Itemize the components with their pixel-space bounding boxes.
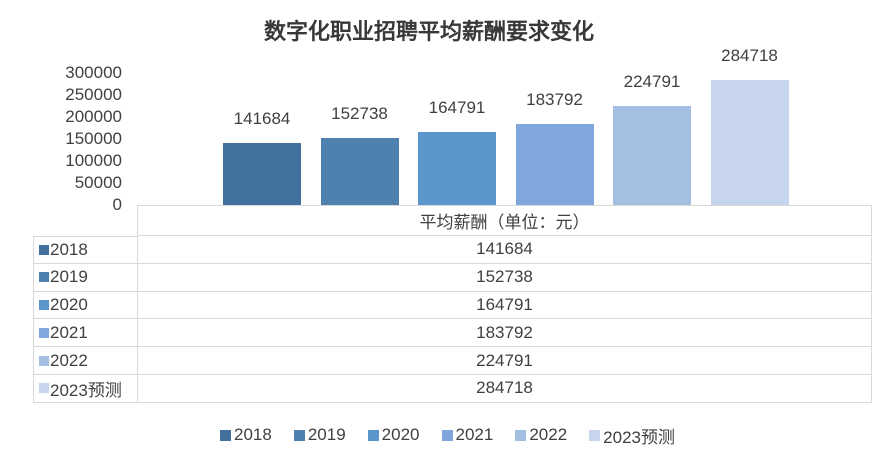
table-row-label-cell: 2020 bbox=[33, 291, 138, 320]
legend-item-label: 2021 bbox=[455, 425, 494, 444]
legend-item: 2022 bbox=[515, 425, 567, 445]
bar-2023预测 bbox=[710, 79, 789, 205]
table-row-value-cell: 183792 bbox=[138, 319, 872, 348]
table-legend-key bbox=[39, 244, 49, 255]
table-row-label: 2019 bbox=[50, 267, 88, 287]
bar-value-label: 141684 bbox=[233, 108, 291, 128]
legend-item-label: 2022 bbox=[529, 425, 568, 444]
table-row-value-cell: 224791 bbox=[138, 347, 872, 375]
legend-item: 2023预测 bbox=[589, 423, 675, 448]
table-row-value-cell: 164791 bbox=[138, 291, 872, 320]
y-axis-tick-label: 0 bbox=[112, 195, 122, 214]
bar-value-label: 183792 bbox=[526, 90, 583, 110]
table-row-label-cell: 2023预测 bbox=[33, 375, 138, 403]
legend-item-label: 2018 bbox=[234, 425, 272, 444]
legend-key bbox=[367, 429, 379, 441]
table-row-label-cell: 2022 bbox=[33, 347, 138, 375]
table-header-cell: 平均薪酬（单位：元） bbox=[137, 205, 872, 236]
table-row-label: 2020 bbox=[50, 294, 88, 314]
legend-key bbox=[220, 429, 232, 441]
y-axis-tick-label: 200000 bbox=[65, 107, 122, 126]
table-legend-key bbox=[39, 272, 49, 283]
legend-item-label: 2020 bbox=[381, 425, 420, 444]
chart-title: 数字化职业招聘平均薪酬要求变化 bbox=[263, 19, 594, 44]
table-row-label: 2021 bbox=[50, 322, 88, 342]
table-row-value-cell: 284718 bbox=[138, 375, 872, 403]
bar-value-label: 164791 bbox=[428, 98, 486, 118]
y-axis-tick-label: 100000 bbox=[65, 151, 122, 170]
chart-legend: 2018 2019 2020 2021 2022 2023预测 bbox=[0, 423, 895, 448]
legend-item: 2018 bbox=[220, 425, 272, 445]
legend-item: 2020 bbox=[367, 425, 420, 445]
legend-item-label: 2019 bbox=[307, 425, 346, 444]
y-axis-tick-label: 50000 bbox=[74, 173, 122, 192]
y-axis-tick-label: 250000 bbox=[65, 85, 122, 104]
bar-2020 bbox=[418, 132, 496, 205]
y-axis-tick-label: 300000 bbox=[65, 63, 122, 82]
legend-key bbox=[293, 429, 305, 441]
bar-value-label: 284718 bbox=[721, 45, 778, 65]
legend-item: 2021 bbox=[441, 425, 494, 445]
bar-2018 bbox=[223, 142, 301, 205]
legend-key bbox=[441, 429, 453, 441]
table-legend-key bbox=[39, 355, 49, 366]
table-row-label-cell: 2019 bbox=[33, 263, 138, 292]
bar-2021 bbox=[515, 124, 594, 205]
table-row-value-cell: 152738 bbox=[138, 263, 872, 292]
bar-2022 bbox=[613, 106, 691, 205]
table-row-value-cell: 141684 bbox=[138, 236, 872, 264]
table-row-label: 2023预测 bbox=[50, 380, 122, 400]
bar-2019 bbox=[320, 137, 399, 205]
legend-item: 2019 bbox=[293, 425, 346, 445]
legend-key bbox=[515, 429, 527, 441]
table-legend-key bbox=[39, 299, 49, 310]
bar-value-label: 224791 bbox=[623, 72, 681, 92]
legend-item-label: 2023预测 bbox=[603, 427, 675, 447]
table-legend-key bbox=[39, 327, 49, 338]
y-axis-tick-label: 150000 bbox=[65, 129, 122, 148]
table-row-label-cell: 2021 bbox=[33, 319, 138, 348]
table-row-label-cell: 2018 bbox=[33, 236, 138, 264]
table-legend-key bbox=[39, 383, 49, 394]
legend-key bbox=[589, 429, 601, 441]
table-row-label: 2018 bbox=[50, 239, 88, 259]
table-row-label: 2022 bbox=[50, 350, 88, 370]
bar-value-label: 152738 bbox=[331, 103, 388, 123]
